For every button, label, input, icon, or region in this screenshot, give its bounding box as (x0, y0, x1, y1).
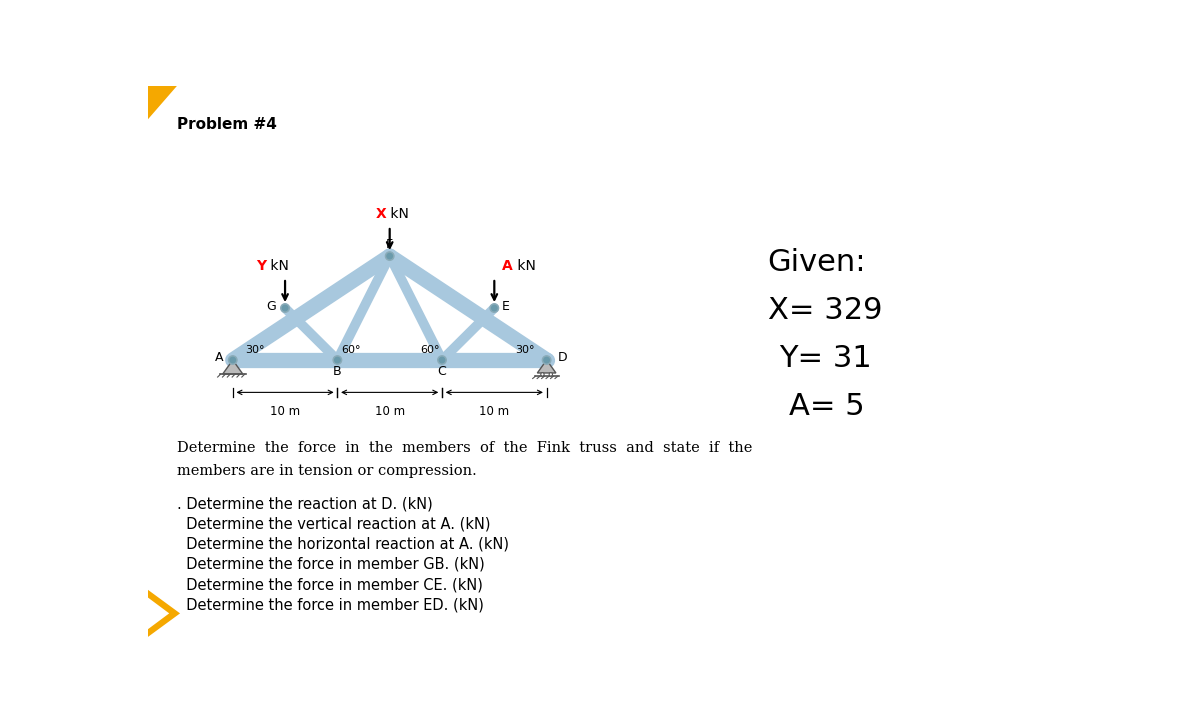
Text: X= 329: X= 329 (767, 296, 881, 325)
Circle shape (540, 373, 544, 376)
Text: Determine the vertical reaction at A. (kN): Determine the vertical reaction at A. (k… (177, 516, 491, 531)
Circle shape (335, 357, 340, 363)
Circle shape (387, 253, 393, 258)
Text: A: A (502, 258, 513, 273)
Text: Determine the force in member GB. (kN): Determine the force in member GB. (kN) (177, 557, 485, 572)
Text: Determine the force in member ED. (kN): Determine the force in member ED. (kN) (177, 597, 484, 612)
Polygon shape (148, 597, 169, 629)
Text: Determine  the  force  in  the  members  of  the  Fink  truss  and  state  if  t: Determine the force in the members of th… (177, 441, 753, 455)
Text: Determine the force in member CE. (kN): Determine the force in member CE. (kN) (177, 577, 483, 592)
Text: X: X (375, 207, 387, 221)
Circle shape (281, 304, 289, 312)
Text: kN: kN (386, 207, 408, 221)
Circle shape (229, 356, 237, 364)
Text: . Determine the reaction at D. (kN): . Determine the reaction at D. (kN) (177, 496, 433, 511)
Polygon shape (537, 360, 556, 373)
Text: D: D (557, 352, 568, 364)
Text: F: F (386, 238, 393, 251)
Text: kN: kN (513, 258, 536, 273)
Text: 10 m: 10 m (479, 405, 510, 418)
Circle shape (543, 356, 551, 364)
Circle shape (282, 305, 288, 311)
Text: B: B (333, 365, 342, 379)
Text: 30°: 30° (244, 345, 264, 355)
Text: 30°: 30° (516, 345, 535, 355)
Text: Y: Y (256, 258, 266, 273)
Text: 60°: 60° (341, 345, 361, 355)
Circle shape (333, 356, 342, 364)
Circle shape (490, 304, 499, 312)
Circle shape (386, 252, 394, 261)
Text: E: E (502, 300, 510, 313)
Circle shape (492, 305, 497, 311)
Text: A: A (215, 352, 223, 364)
Polygon shape (148, 589, 181, 637)
Text: 60°: 60° (420, 345, 440, 355)
Text: Given:: Given: (767, 248, 866, 277)
Polygon shape (223, 360, 243, 374)
Text: 10 m: 10 m (270, 405, 300, 418)
Text: Problem #4: Problem #4 (177, 117, 277, 132)
Text: Determine the horizontal reaction at A. (kN): Determine the horizontal reaction at A. … (177, 537, 509, 551)
Text: members are in tension or compression.: members are in tension or compression. (177, 464, 477, 478)
Text: Y= 31: Y= 31 (779, 344, 872, 373)
Circle shape (544, 357, 550, 363)
Circle shape (230, 357, 236, 363)
Text: 10 m: 10 m (374, 405, 405, 418)
Text: G: G (266, 300, 276, 313)
Text: A= 5: A= 5 (789, 392, 865, 420)
Text: kN: kN (267, 258, 289, 273)
Circle shape (549, 373, 552, 376)
Circle shape (438, 356, 446, 364)
Text: C: C (438, 365, 446, 379)
Polygon shape (148, 86, 177, 120)
Circle shape (439, 357, 445, 363)
